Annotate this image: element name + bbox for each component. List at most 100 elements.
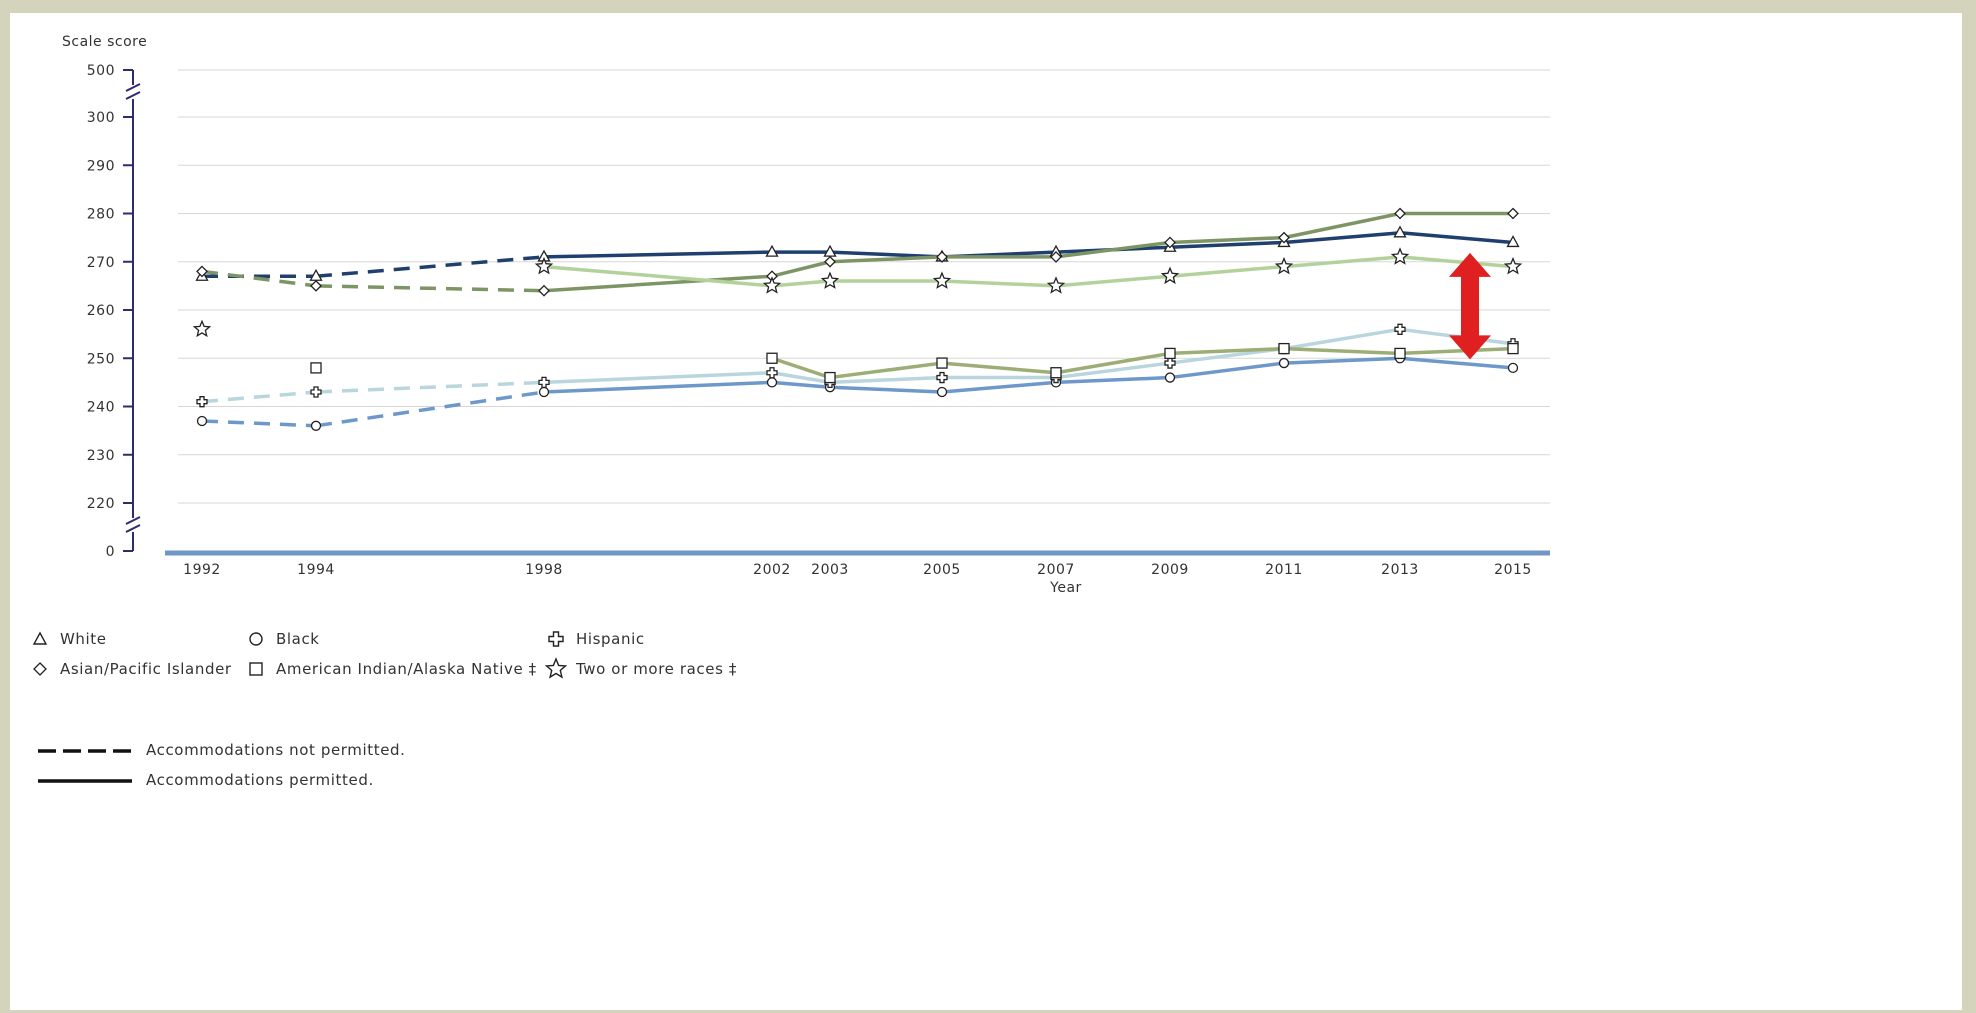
triangle-marker [1506,235,1520,248]
axis-break-gap [128,85,138,99]
cross-marker [936,371,948,384]
series-segment [829,385,943,394]
cross-marker [766,367,778,379]
diamond-marker [310,279,322,292]
x-tick-label: 2009 [1151,562,1189,578]
series-segment [1399,356,1514,370]
cross-shape [548,631,564,647]
legend-label: American Indian/Alaska Native ‡ [276,660,537,678]
diamond-marker [1278,231,1290,244]
circle-marker [766,377,778,388]
series-segment [1055,240,1171,259]
x-axis: 1992 1994 1998 2002 2003 2005 2007 2009 2011 2013… [165,550,1550,578]
x-tick-label: 2002 [753,562,791,578]
arrow-head-up [1449,252,1491,277]
axis-break-gap [128,518,138,532]
legend-item: Black [249,630,319,648]
diamond-marker [1507,207,1519,220]
legend-label: Hispanic [576,630,645,648]
legend-label: Asian/Pacific Islander [60,660,232,678]
arrow-head-down [1449,335,1491,360]
square-marker [1278,342,1290,355]
arrow-shaft [1461,274,1479,338]
cross-marker [310,386,322,398]
series-segment [315,255,545,278]
series-segment [941,380,1057,394]
series-segment [543,380,773,394]
series-segment [829,255,943,264]
star-marker [1503,256,1523,275]
x-tick-label: 2013 [1381,562,1419,578]
x-tick-label: 1998 [525,562,563,578]
line-style-label: Accommodations not permitted. [146,741,406,759]
cross-marker [1164,357,1176,369]
circle-shape [249,632,263,646]
x-tick-label: 1994 [297,562,335,578]
star-marker [1274,256,1294,275]
y-axis-title: Scale score [62,34,147,50]
series-segment [1169,235,1285,245]
axis-break-mark [125,524,141,533]
series-segment [941,279,1057,288]
x-tick-label: 2015 [1494,562,1532,578]
axis-break-mark [125,516,141,525]
triangle-icon [32,631,48,645]
axis-break-mark [125,83,141,92]
y-tick-label: 280 [87,207,115,223]
series-segment [1169,264,1285,278]
series-segment [201,419,317,428]
x-tick-label: 2003 [811,562,849,578]
diamond-marker [538,284,550,297]
series-segment [1055,274,1171,288]
diamond-marker [824,255,836,268]
legend-item: American Indian/Alaska Native ‡ [249,660,537,678]
x-tick-label: 2007 [1037,562,1075,578]
series-segment [771,380,831,389]
square-marker [1050,367,1062,379]
line-style-label: Accommodations permitted. [146,771,374,789]
star-marker [1160,266,1180,285]
series-segment [1055,361,1171,380]
y-tick-label: 250 [87,351,115,367]
square-marker [1394,347,1406,360]
series-segment [315,390,545,428]
series-segment [829,361,943,380]
square-shape [249,662,263,676]
star-marker [534,256,554,275]
chart-panel: 0 220 230 240 250 260 270 280 290 300 500 Scale sc… [10,13,1962,1010]
circle-marker [538,386,550,398]
diamond-marker [1164,236,1176,249]
star-marker [932,271,952,289]
legend-item: Asian/Pacific Islander [33,660,232,678]
x-tick-label: 1992 [183,562,221,578]
series-segment [829,375,943,385]
circle-icon [249,632,263,646]
x-tick-label: 2005 [923,562,961,578]
series-markers [192,207,1523,431]
series-segment [543,274,773,293]
series-segment [1283,231,1401,245]
star-marker [192,319,212,338]
circle-marker [310,420,322,431]
y-tick-label: 500 [87,63,115,79]
y-tick-label: 240 [87,400,115,416]
line-style-legend-item: Accommodations not permitted. [38,741,406,759]
series-segment [543,250,773,259]
y-axis: 0 220 230 240 250 260 270 280 290 300 500 [87,63,141,560]
series-segment [1055,375,1171,385]
series-segment [201,390,317,404]
series-segment [315,380,545,394]
series-segment [941,361,1057,375]
line-style-legend-item: Accommodations permitted. [38,771,374,789]
diamond-marker [1394,207,1406,220]
series-segment [1283,356,1401,365]
series-lines [201,211,1514,428]
square-marker [824,371,836,384]
circle-marker [1278,357,1290,369]
series-segment [201,269,317,288]
y-tick-label: 300 [87,110,115,126]
legend-item: Two or more races ‡ [544,657,736,679]
series-segment [1283,327,1401,351]
legend: White Black Hispanic Asian/Pacific Islander… [32,630,736,789]
square-marker [766,352,778,364]
